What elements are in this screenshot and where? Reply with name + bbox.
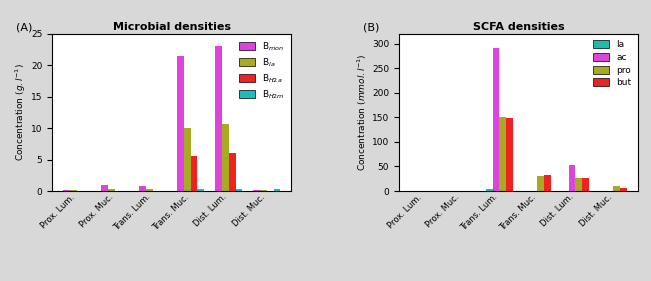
Text: (B): (B) [363, 23, 380, 33]
Bar [108, 189, 115, 191]
Bar [101, 185, 108, 191]
Bar [197, 189, 204, 191]
Bar [139, 186, 146, 191]
Bar [215, 46, 222, 191]
Bar [544, 175, 551, 191]
Bar [273, 189, 281, 191]
Y-axis label: Concentration $(mmol.l^{-1})$: Concentration $(mmol.l^{-1})$ [355, 54, 369, 171]
Bar [493, 48, 499, 191]
Bar [613, 186, 620, 191]
Title: SCFA densities: SCFA densities [473, 22, 564, 31]
Bar [486, 189, 493, 191]
Bar [229, 153, 236, 191]
Bar [499, 117, 506, 191]
Bar [191, 157, 197, 191]
Bar [620, 188, 627, 191]
Title: Microbial densities: Microbial densities [113, 22, 230, 31]
Bar [575, 178, 582, 191]
Y-axis label: Concentration $(g.l^{-1})$: Concentration $(g.l^{-1})$ [14, 64, 28, 161]
Bar [184, 128, 191, 191]
Bar [582, 178, 589, 191]
Bar [177, 56, 184, 191]
Bar [506, 118, 513, 191]
Text: (A): (A) [16, 23, 33, 33]
Bar [222, 124, 229, 191]
Legend: B$_{mon}$, B$_{la}$, B$_{H2a}$, B$_{H2m}$: B$_{mon}$, B$_{la}$, B$_{H2a}$, B$_{H2m}… [235, 37, 288, 105]
Bar [236, 189, 242, 191]
Bar [568, 165, 575, 191]
Bar [146, 189, 152, 191]
Bar [538, 176, 544, 191]
Bar [63, 190, 70, 191]
Legend: la, ac, pro, but: la, ac, pro, but [589, 37, 635, 91]
